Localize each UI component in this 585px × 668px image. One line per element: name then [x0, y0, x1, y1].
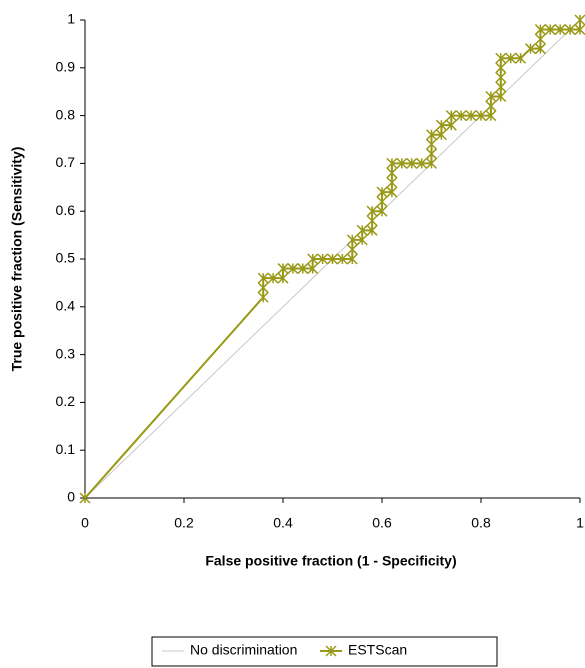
x-tick-label: 0.2: [174, 515, 194, 531]
y-axis-label: True positive fraction (Sensitivity): [9, 147, 25, 372]
marker: [366, 215, 378, 227]
marker: [386, 186, 398, 198]
marker: [257, 291, 269, 303]
marker: [307, 253, 319, 265]
marker: [79, 492, 91, 504]
marker: [495, 71, 507, 83]
marker: [495, 90, 507, 103]
marker: [495, 52, 507, 64]
y-tick-label: 0: [67, 489, 75, 505]
marker: [257, 282, 269, 294]
marker: [574, 14, 585, 26]
marker: [574, 24, 585, 36]
marker: [416, 157, 428, 169]
marker: [376, 205, 388, 217]
y-tick-label: 0.3: [56, 345, 76, 361]
marker: [376, 186, 388, 198]
marker: [455, 110, 467, 122]
y-tick-label: 0.1: [56, 441, 76, 457]
y-tick-label: 0.7: [56, 154, 76, 170]
x-tick-label: 0: [81, 515, 89, 531]
marker: [386, 157, 398, 169]
marker: [297, 263, 309, 275]
marker: [366, 205, 378, 217]
x-tick-label: 1: [576, 515, 584, 531]
marker: [485, 110, 497, 122]
marker: [445, 119, 457, 131]
marker: [366, 224, 378, 236]
marker: [257, 272, 269, 284]
marker: [465, 110, 477, 122]
marker: [406, 157, 418, 169]
marker: [485, 100, 497, 112]
x-tick-label: 0.8: [471, 515, 491, 531]
marker: [534, 24, 546, 36]
marker: [495, 62, 507, 74]
marker: [505, 52, 517, 64]
marker: [356, 234, 368, 246]
y-tick-label: 0.5: [56, 250, 76, 266]
marker: [485, 90, 497, 103]
marker: [445, 110, 457, 122]
marker: [346, 253, 358, 265]
marker: [425, 138, 438, 150]
marker: [475, 110, 487, 122]
marker: [425, 148, 438, 160]
y-tick-label: 0.2: [56, 393, 76, 409]
marker: [515, 52, 527, 64]
marker: [425, 157, 438, 169]
marker: [346, 234, 358, 246]
y-tick-label: 0.8: [56, 106, 76, 122]
y-tick-label: 0.4: [56, 298, 76, 314]
marker: [435, 119, 447, 131]
marker: [425, 129, 438, 141]
marker: [564, 24, 576, 36]
marker: [277, 272, 289, 284]
legend-marker: [325, 645, 337, 657]
marker: [267, 272, 279, 284]
marker: [307, 263, 319, 275]
marker: [376, 196, 388, 208]
marker: [277, 263, 289, 275]
marker: [554, 24, 566, 36]
x-axis-label: False positive fraction (1 - Specificity…: [205, 553, 456, 569]
marker: [386, 167, 398, 179]
marker: [534, 33, 546, 45]
y-tick-label: 1: [67, 11, 75, 27]
legend-label: ESTScan: [348, 642, 407, 658]
y-tick-label: 0.6: [56, 202, 76, 218]
marker: [317, 253, 329, 265]
marker: [356, 224, 368, 236]
y-tick-label: 0.9: [56, 59, 76, 75]
marker: [495, 81, 507, 93]
marker: [435, 129, 447, 141]
legend-label: No discrimination: [190, 642, 297, 658]
marker: [346, 243, 358, 255]
series-line: [84, 20, 581, 499]
marker: [336, 253, 348, 265]
marker: [287, 263, 299, 275]
marker: [524, 43, 537, 55]
x-tick-label: 0.4: [273, 515, 293, 531]
marker: [544, 24, 556, 36]
marker: [534, 43, 546, 55]
x-tick-label: 0.6: [372, 515, 392, 531]
marker: [396, 157, 408, 169]
marker: [386, 176, 398, 189]
marker: [326, 253, 339, 265]
